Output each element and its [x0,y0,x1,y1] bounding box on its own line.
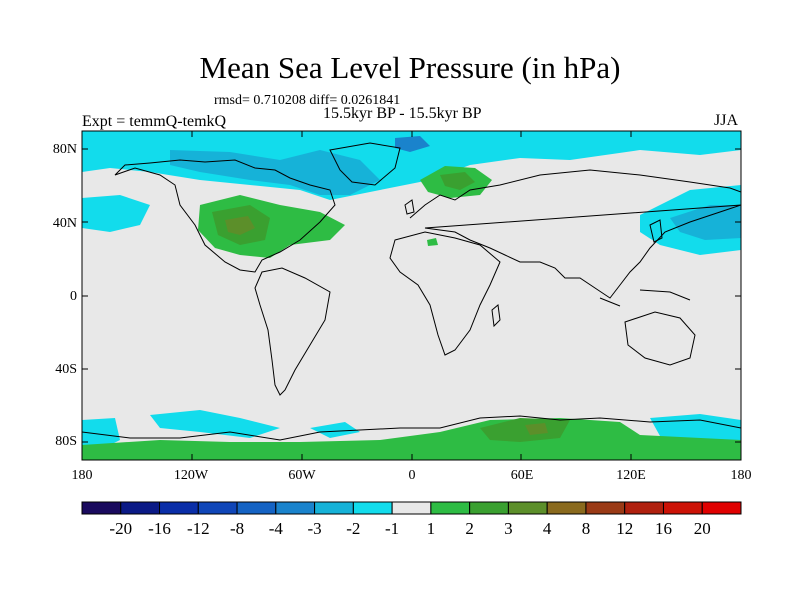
colorbar [81,501,742,515]
lon-tick-120e: 120E [616,468,646,483]
colorbar-label: 12 [616,519,634,538]
colorbar-label: -2 [346,519,361,538]
colorbar-swatch [662,501,703,515]
colorbar-swatch [159,501,199,515]
rmsd-diff-stats: rmsd= 0.710208 diff= 0.0261841 [214,93,401,108]
lat-tick-80s: 80S [55,434,77,449]
experiment-label: Expt = temmQ-temkQ [82,113,227,130]
coast-madagascar [491,304,501,328]
colorbar-label: -4 [268,519,283,538]
namerica-positive-peak [225,216,255,235]
colorbar-label: 1 [426,519,436,538]
so-atlantic-negative [310,422,360,438]
colorbar-swatch [81,501,122,515]
colorbar-swatch [120,501,161,515]
colorbar-label: 8 [581,519,591,538]
colorbar-label: 16 [654,519,672,538]
lat-tick-40s: 40S [55,362,77,377]
antarctic-positive-core [480,418,570,442]
lat-tick-80n: 80N [52,142,77,157]
lon-tick-60e: 60E [510,468,534,483]
antarctic-positive-peak [525,423,548,435]
coast-british-isles [404,199,415,215]
colorbar-label: -1 [385,519,400,538]
coast-south-america [254,267,331,396]
lat-tick-40n: 40N [52,216,77,231]
colorbar-swatch [546,501,587,515]
lon-tick-0: 0 [408,468,416,483]
axis-ticks [82,131,741,460]
antarctic-positive-region [82,418,741,460]
colorbar-swatch [701,501,742,515]
arctic-negative-region [82,131,741,200]
colorbar-swatch [314,501,354,515]
so-pacific-negative [150,410,280,438]
lat-tick-0: 0 [70,289,77,304]
colorbar-label: 20 [693,519,711,538]
lon-tick-60w: 60W [288,468,316,483]
arctic-negative-spot [395,136,430,152]
colorbar-swatch [624,501,664,515]
coast-africa [389,231,501,356]
pressure-anomaly-field [82,131,741,460]
colorbar-swatch [197,501,238,515]
coast-greenland [329,142,401,186]
coast-north-america [114,159,336,273]
colorbar-label: -8 [229,519,245,538]
colorbar-swatch [469,501,509,515]
coast-antarctica [82,415,741,441]
colorbar-swatch [430,501,471,515]
coast-indonesia [599,289,691,307]
colorbar-swatch [352,501,393,515]
season-label: JJA [714,112,739,129]
coast-japan [649,219,663,243]
map-background [82,131,741,460]
asia-positive-spot [427,238,438,246]
colorbar-swatch [275,501,316,515]
colorbar-label: -12 [186,519,210,538]
npacific-east-negative-core [670,205,741,240]
scandinavia-positive-core [440,172,475,190]
lon-tick-180-right: 180 [730,468,752,483]
colorbar-swatch [391,501,432,515]
npacific-west-negative [82,195,150,232]
map-title: Mean Sea Level Pressure (in hPa) [199,50,621,85]
lon-tick-120w: 120W [173,468,209,483]
colorbar-swatch [236,501,277,515]
colorbar-swatch [585,501,626,515]
time-period-label: 15.5kyr BP - 15.5kyr BP [323,105,482,122]
coastlines [82,142,741,441]
lon-tick-180-left: 180 [71,468,93,483]
colorbar-label: 4 [542,519,552,538]
colorbar-swatch [507,501,548,515]
colorbar-label: 2 [465,519,474,538]
colorbar-label: -20 [109,519,133,538]
colorbar-label: -16 [148,519,171,538]
colorbar-label: -3 [307,519,322,538]
coast-australia [624,311,696,366]
colorbar-label: 3 [504,519,513,538]
